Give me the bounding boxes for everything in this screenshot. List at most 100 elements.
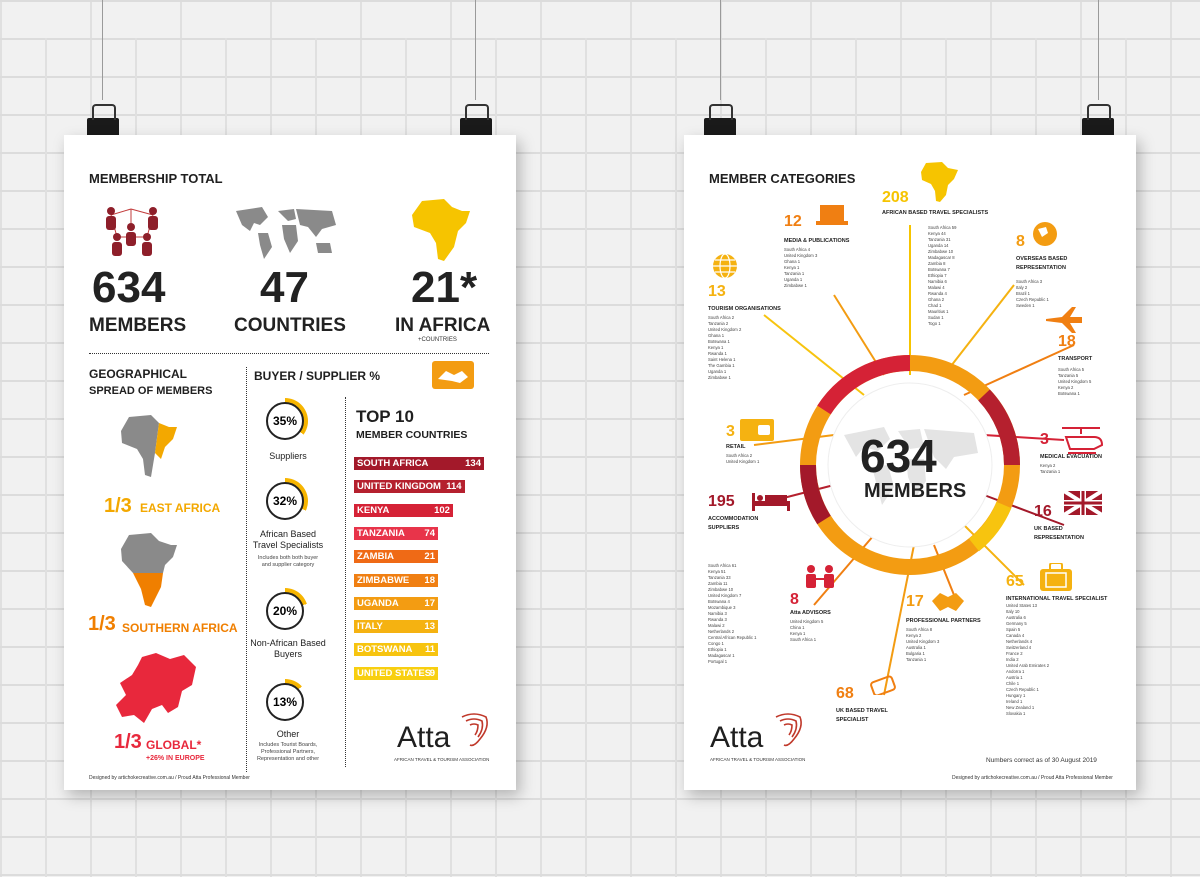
list-entry: Australia 1 <box>906 645 926 650</box>
list-entry: Ghana 1 <box>708 333 725 338</box>
list-entry: United Kingdom 7 <box>708 593 742 598</box>
list-entry: Tanzania 2 <box>708 321 729 326</box>
world-map-icon <box>236 207 336 259</box>
top10-country: SOUTH AFRICA <box>357 458 429 469</box>
cat-retail-label: RETAIL <box>726 444 746 450</box>
list-entry: Uganda 1 <box>708 369 727 374</box>
list-entry: Namibia 6 <box>928 279 947 284</box>
globe-icon <box>1033 222 1057 246</box>
list-entry: Ethiopia 1 <box>708 647 727 652</box>
pct-value: 13% <box>266 683 304 721</box>
list-entry: Ghana 2 <box>928 297 945 302</box>
list-entry: Tanzania 1 <box>906 657 927 662</box>
top10-country: UNITED KINGDOM <box>357 481 441 493</box>
list-entry: South Africa 2 <box>708 315 735 320</box>
people-network-icon <box>106 207 158 256</box>
list-entry: South Africa 3 <box>1016 279 1043 284</box>
southern-fraction: 1/3 <box>88 613 116 635</box>
wallet-icon <box>740 419 774 441</box>
east-africa-map-icon <box>121 415 177 477</box>
africa-count: 21* <box>411 263 478 312</box>
top10-bar: UNITED STATES 9 <box>354 666 438 680</box>
list-entry: Zambia 8 <box>928 261 946 266</box>
countries-count: 47 <box>260 263 309 312</box>
top10-value: 17 <box>424 597 435 609</box>
top10-bar: ITALY 13 <box>354 620 438 634</box>
list-entry: Italy 10 <box>1006 609 1020 614</box>
countries-label: COUNTRIES <box>234 315 346 336</box>
list-entry: Kenya 2 <box>1058 385 1074 390</box>
poster-title: MEMBER CATEGORIES <box>709 171 856 186</box>
center-value: 634 <box>860 430 937 482</box>
center-label: MEMBERS <box>864 480 967 502</box>
list-entry: Spain 5 <box>1006 627 1021 632</box>
atta-logo: Atta <box>710 721 764 754</box>
list-entry: Ghana 1 <box>784 259 801 264</box>
list-entry: Rwanda 4 <box>928 291 947 296</box>
cat-uk-rep-label: UK BASED REPRESENTATION <box>1034 526 1084 541</box>
buyer-label: Suppliers <box>269 451 307 461</box>
list-entry: United Kingdom 1 <box>726 459 760 464</box>
list-entry: Switzerland 4 <box>1006 645 1032 650</box>
poster-title: MEMBERSHIP TOTAL <box>89 171 223 186</box>
logo-sub: AFRICAN TRAVEL & TOURISM ASSOCIATION <box>394 757 490 762</box>
list-entry: Czech Republic 1 <box>1006 687 1039 692</box>
list-entry: Togo 1 <box>928 321 941 326</box>
buyer-title: BUYER / SUPPLIER % <box>254 369 381 383</box>
top10-value: 102 <box>434 504 450 516</box>
pct-value: 32% <box>266 482 304 520</box>
laptop-icon <box>816 205 848 225</box>
list-entry: Uganda 14 <box>928 243 949 248</box>
members-label: MEMBERS <box>89 315 187 336</box>
top10-title: TOP 10 <box>356 407 414 426</box>
cat-advisors-value: 8 <box>790 591 799 608</box>
hanging-string <box>1098 0 1099 100</box>
cat-african-value: 208 <box>882 189 909 206</box>
list-transport: South Africa 5 Tanzania 5 United Kingdom 5… <box>1058 367 1091 397</box>
cat-accommodation-value: 195 <box>708 493 735 510</box>
top10-country: KENYA <box>357 504 390 516</box>
pct-value: 35% <box>266 402 304 440</box>
cat-medical-label: MEDICAL EVACUATION <box>1040 454 1103 460</box>
list-entry: Chile 1 <box>1006 681 1020 686</box>
cat-advisors-label: Atta ADVISORS <box>790 610 831 616</box>
atta-logo-icon <box>775 713 802 747</box>
cat-african-label: AFRICAN BASED TRAVEL SPECIALISTS <box>882 210 989 216</box>
list-entry: Botswana 1 <box>708 339 730 344</box>
cat-uk-rep-value: 16 <box>1034 503 1052 520</box>
binder-clip-icon <box>704 104 736 138</box>
categories-poster: MEMBER CATEGORIES 634 MEMBERS <box>684 135 1136 790</box>
list-entry: Botswana 1 <box>1058 391 1080 396</box>
list-partners: South Africa 8 Kenya 2 United Kingdom 3 Aus… <box>906 627 939 663</box>
list-entry: Bulgaria 1 <box>906 651 925 656</box>
list-entry: Andorra 1 <box>1006 669 1025 674</box>
list-entry: Tanzania 5 <box>1058 373 1079 378</box>
list-entry: United Kingdom 3 <box>784 253 818 258</box>
atta-logo: Atta <box>397 721 451 754</box>
cat-uk-specialist-value: 68 <box>836 685 854 702</box>
list-tourism: South Africa 2 Tanzania 2 United Kingdom 2… <box>708 315 741 381</box>
list-entry: United Kingdom 3 <box>906 639 940 644</box>
list-entry: Czech Republic 1 <box>1016 297 1049 302</box>
pct-value: 20% <box>266 592 304 630</box>
list-entry: Tanzania 31 <box>928 237 951 242</box>
cat-transport-value: 18 <box>1058 333 1076 350</box>
list-entry: Netherlands 2 <box>708 629 735 634</box>
top10-value: 114 <box>446 481 462 493</box>
suitcase-icon <box>1040 563 1072 591</box>
hanging-string <box>102 0 103 100</box>
top10-value: 74 <box>424 527 435 539</box>
africa-label: IN AFRICA <box>395 315 491 336</box>
list-entry: Mauritius 1 <box>928 309 949 314</box>
top10-value: 18 <box>424 574 435 586</box>
cat-media-label: MEDIA & PUBLICATIONS <box>784 238 850 244</box>
list-entry: Zambia 11 <box>708 581 728 586</box>
southern-africa-map-icon <box>121 533 177 607</box>
cat-overseas-label: OVERSEAS BASED REPRESENTATION <box>1016 256 1068 271</box>
global-label: GLOBAL* <box>146 738 202 752</box>
handshake-icon <box>932 593 964 611</box>
list-entry: Rwanda 1 <box>708 351 727 356</box>
list-entry: Saint Helena 1 <box>708 357 736 362</box>
africa-icon <box>921 162 958 202</box>
africa-map-icon <box>412 199 470 261</box>
